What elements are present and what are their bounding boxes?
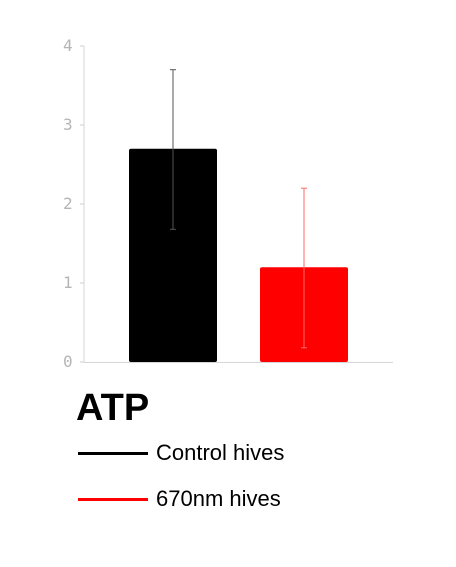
legend-swatch-control xyxy=(78,451,148,455)
y-tick-label-3: 3 xyxy=(63,115,73,134)
y-tick-label-0: 0 xyxy=(63,352,73,371)
y-tick-label-2: 2 xyxy=(63,194,73,213)
bar-chart: 0 1 2 3 4 xyxy=(63,36,393,371)
legend-label-control: Control hives xyxy=(156,440,285,465)
bar-0 xyxy=(129,148,217,362)
legend-item-control: Control hives xyxy=(78,430,284,476)
legend-swatch-670nm xyxy=(78,497,148,501)
legend: Control hives 670nm hives xyxy=(78,430,284,522)
y-tick-label-1: 1 xyxy=(63,273,73,292)
chart-title: ATP xyxy=(76,387,150,429)
legend-label-670nm: 670nm hives xyxy=(156,486,281,511)
y-tick-label-4: 4 xyxy=(63,36,73,55)
legend-item-670nm: 670nm hives xyxy=(78,476,284,522)
